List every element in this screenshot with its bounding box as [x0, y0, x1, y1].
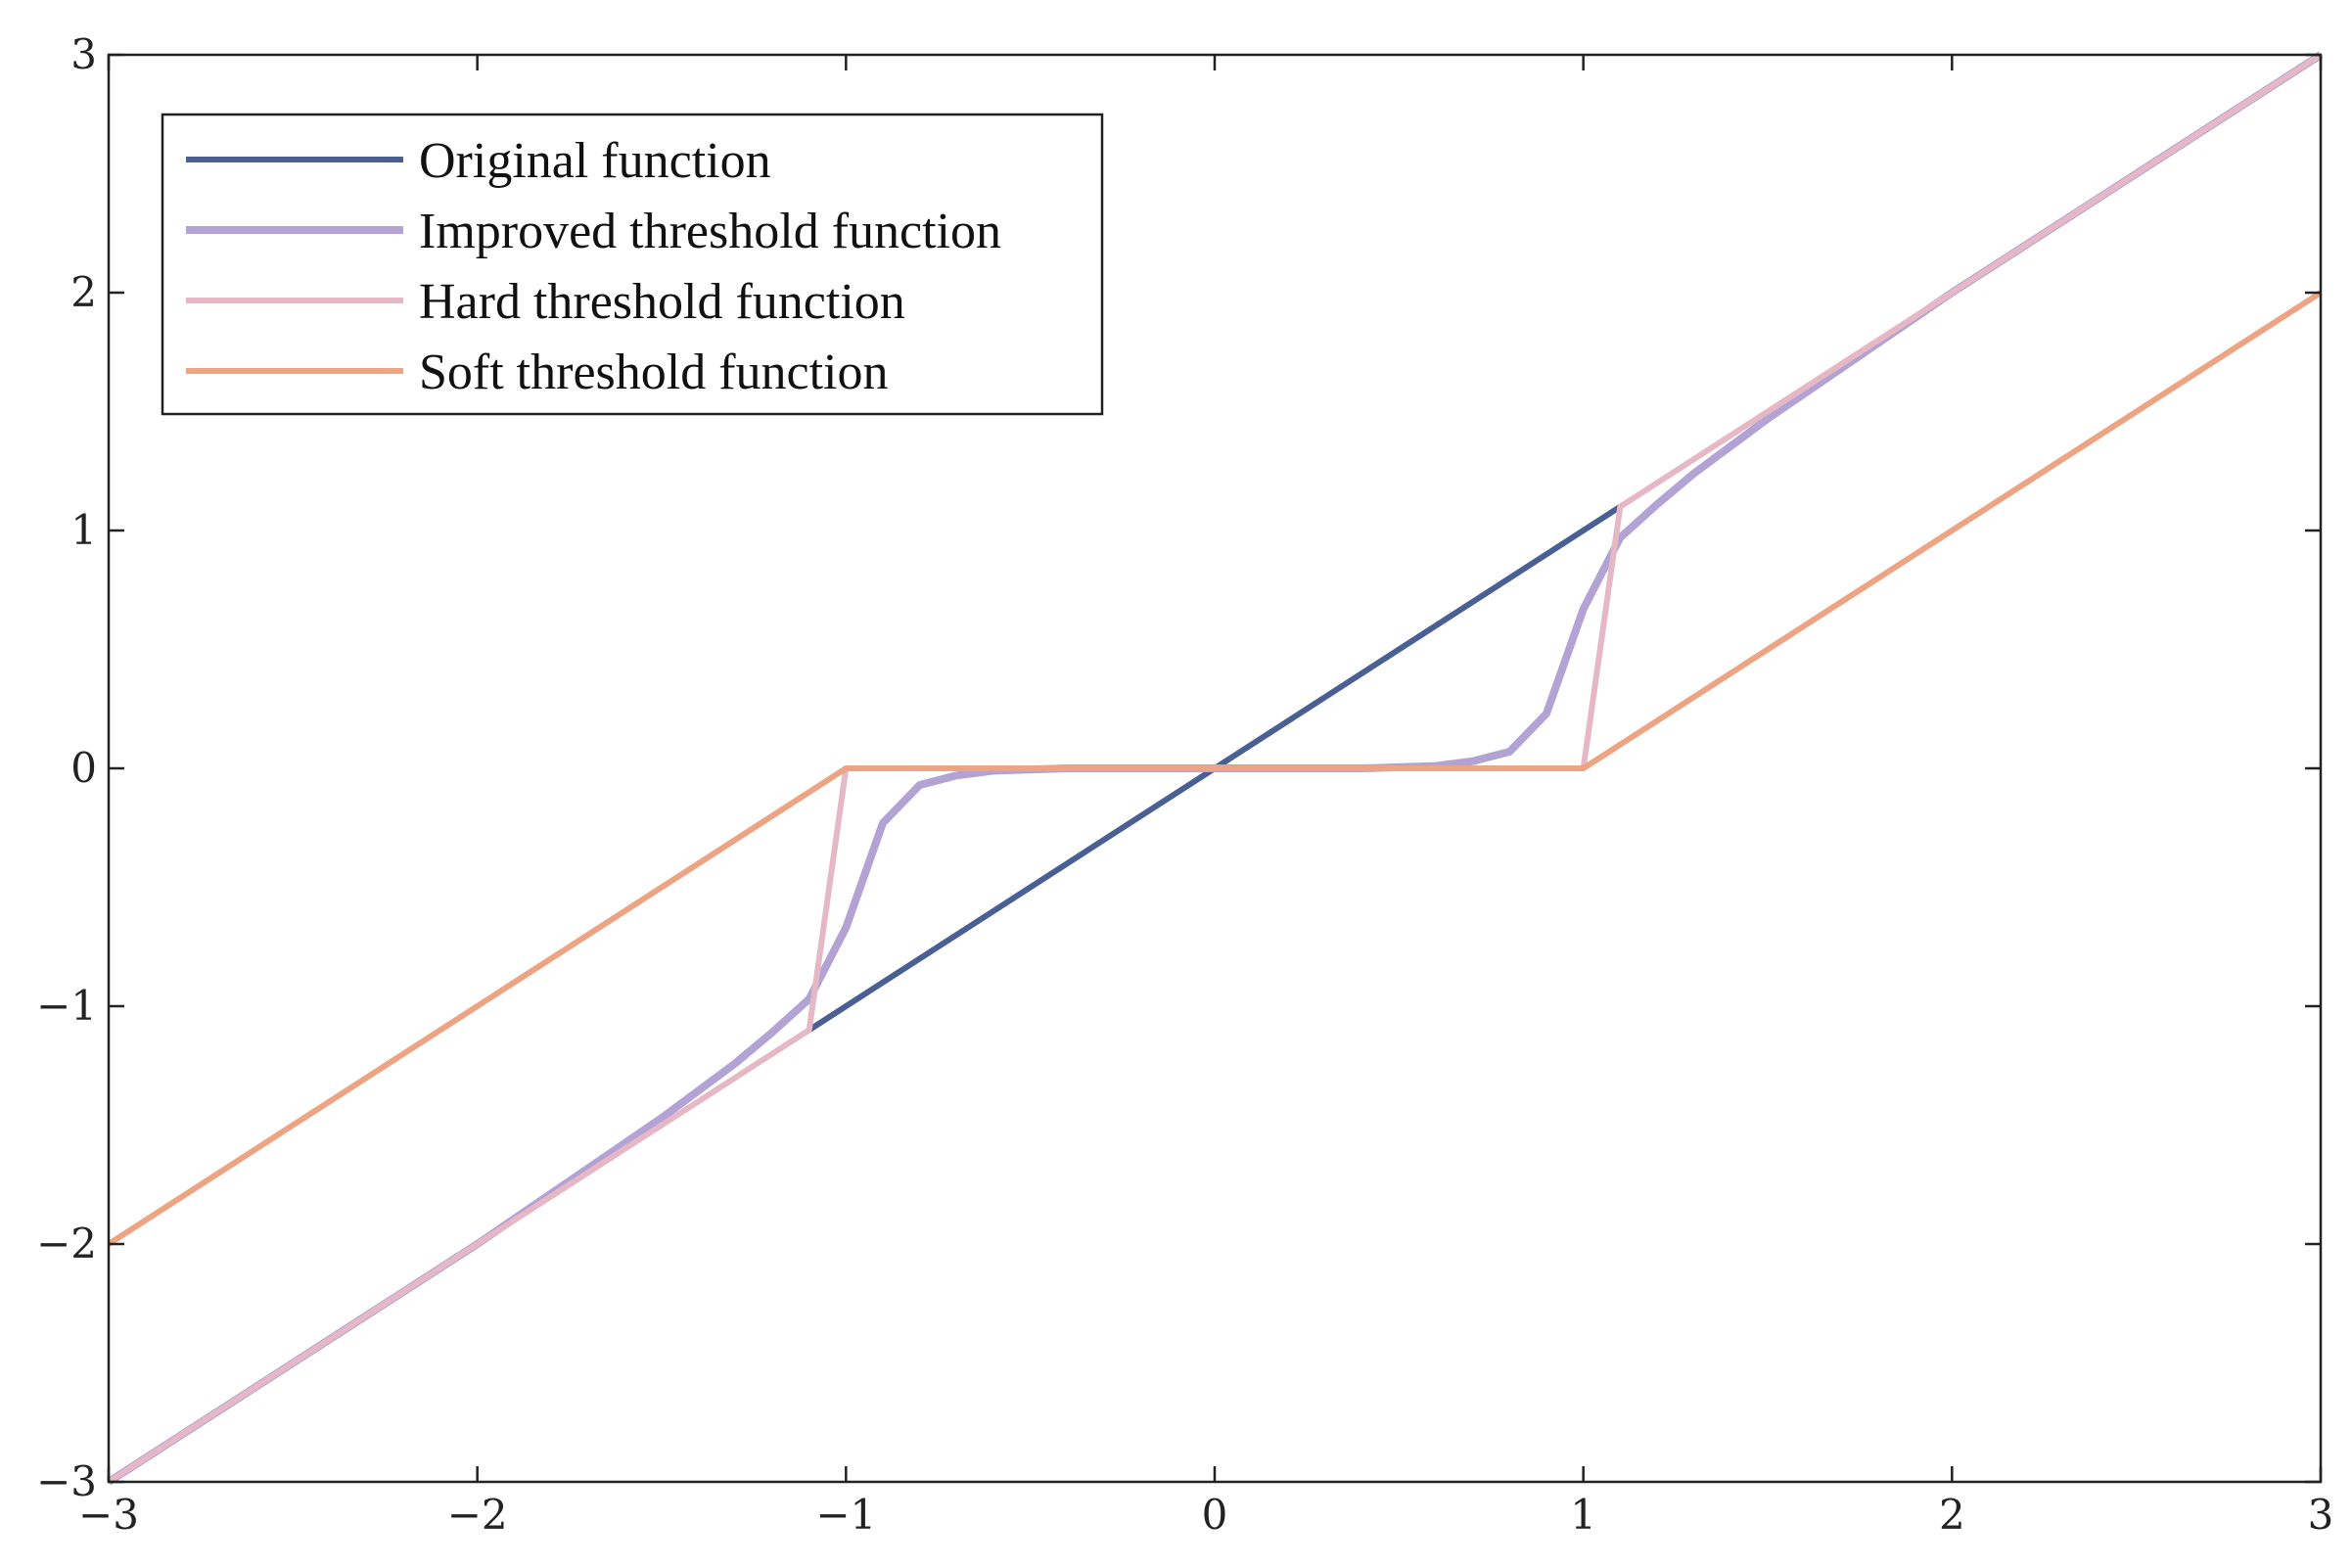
legend-item-improved: Improved threshold function — [186, 204, 1001, 259]
series-line-soft — [107, 290, 2323, 1247]
x-tick-label: −2 — [447, 1491, 508, 1539]
legend-label-improved: Improved threshold function — [419, 204, 1001, 259]
legend-box — [161, 113, 1104, 416]
x-tick-label: 3 — [2308, 1491, 2334, 1539]
x-tick-label: −1 — [815, 1491, 876, 1539]
y-tick-label: 1 — [70, 506, 97, 554]
x-tick-label: 2 — [1939, 1491, 1965, 1539]
legend: Original function Improved threshold fun… — [161, 113, 1104, 416]
x-tick-label: 1 — [1570, 1491, 1596, 1539]
x-tick-label: 0 — [1202, 1491, 1228, 1539]
y-tick-label: −3 — [36, 1457, 97, 1505]
y-tick-label: 2 — [70, 268, 97, 316]
series-layer — [106, 51, 2324, 1486]
legend-item-hard: Hard threshold function — [186, 274, 905, 330]
y-tick-label: −1 — [36, 982, 97, 1030]
legend-label-soft: Soft threshold function — [419, 345, 889, 400]
plot-frame — [107, 53, 2323, 1484]
y-tick-label: −2 — [36, 1220, 97, 1268]
x-tick-label: −3 — [78, 1491, 139, 1539]
legend-item-soft: Soft threshold function — [186, 345, 889, 400]
tick-layer: −3 −2 −1 0 1 2 3 −3 −2 −1 0 1 2 3 — [36, 30, 2333, 1539]
y-tick-label: 0 — [70, 744, 97, 792]
y-tick-label: 3 — [70, 30, 97, 78]
legend-item-original: Original function — [186, 133, 771, 189]
legend-label-hard: Hard threshold function — [419, 274, 905, 330]
legend-label-original: Original function — [419, 133, 771, 189]
